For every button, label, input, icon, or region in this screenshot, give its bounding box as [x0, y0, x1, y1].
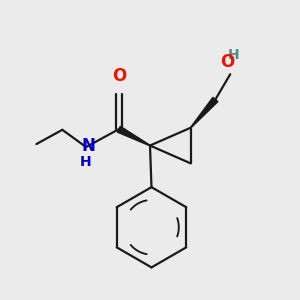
Text: H: H — [227, 48, 239, 62]
Text: H: H — [80, 155, 91, 170]
Text: N: N — [82, 136, 95, 154]
Polygon shape — [117, 126, 150, 146]
Text: O: O — [220, 53, 234, 71]
Text: O: O — [112, 67, 126, 85]
Polygon shape — [190, 97, 218, 128]
